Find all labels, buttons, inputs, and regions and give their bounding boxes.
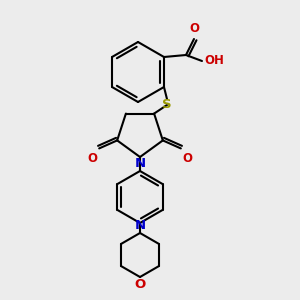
Text: O: O — [134, 278, 146, 291]
Text: S: S — [162, 98, 172, 112]
Text: O: O — [183, 152, 193, 165]
Text: O: O — [189, 22, 199, 35]
Text: OH: OH — [204, 55, 224, 68]
Text: N: N — [134, 157, 146, 170]
Text: O: O — [87, 152, 97, 165]
Text: N: N — [134, 219, 146, 232]
